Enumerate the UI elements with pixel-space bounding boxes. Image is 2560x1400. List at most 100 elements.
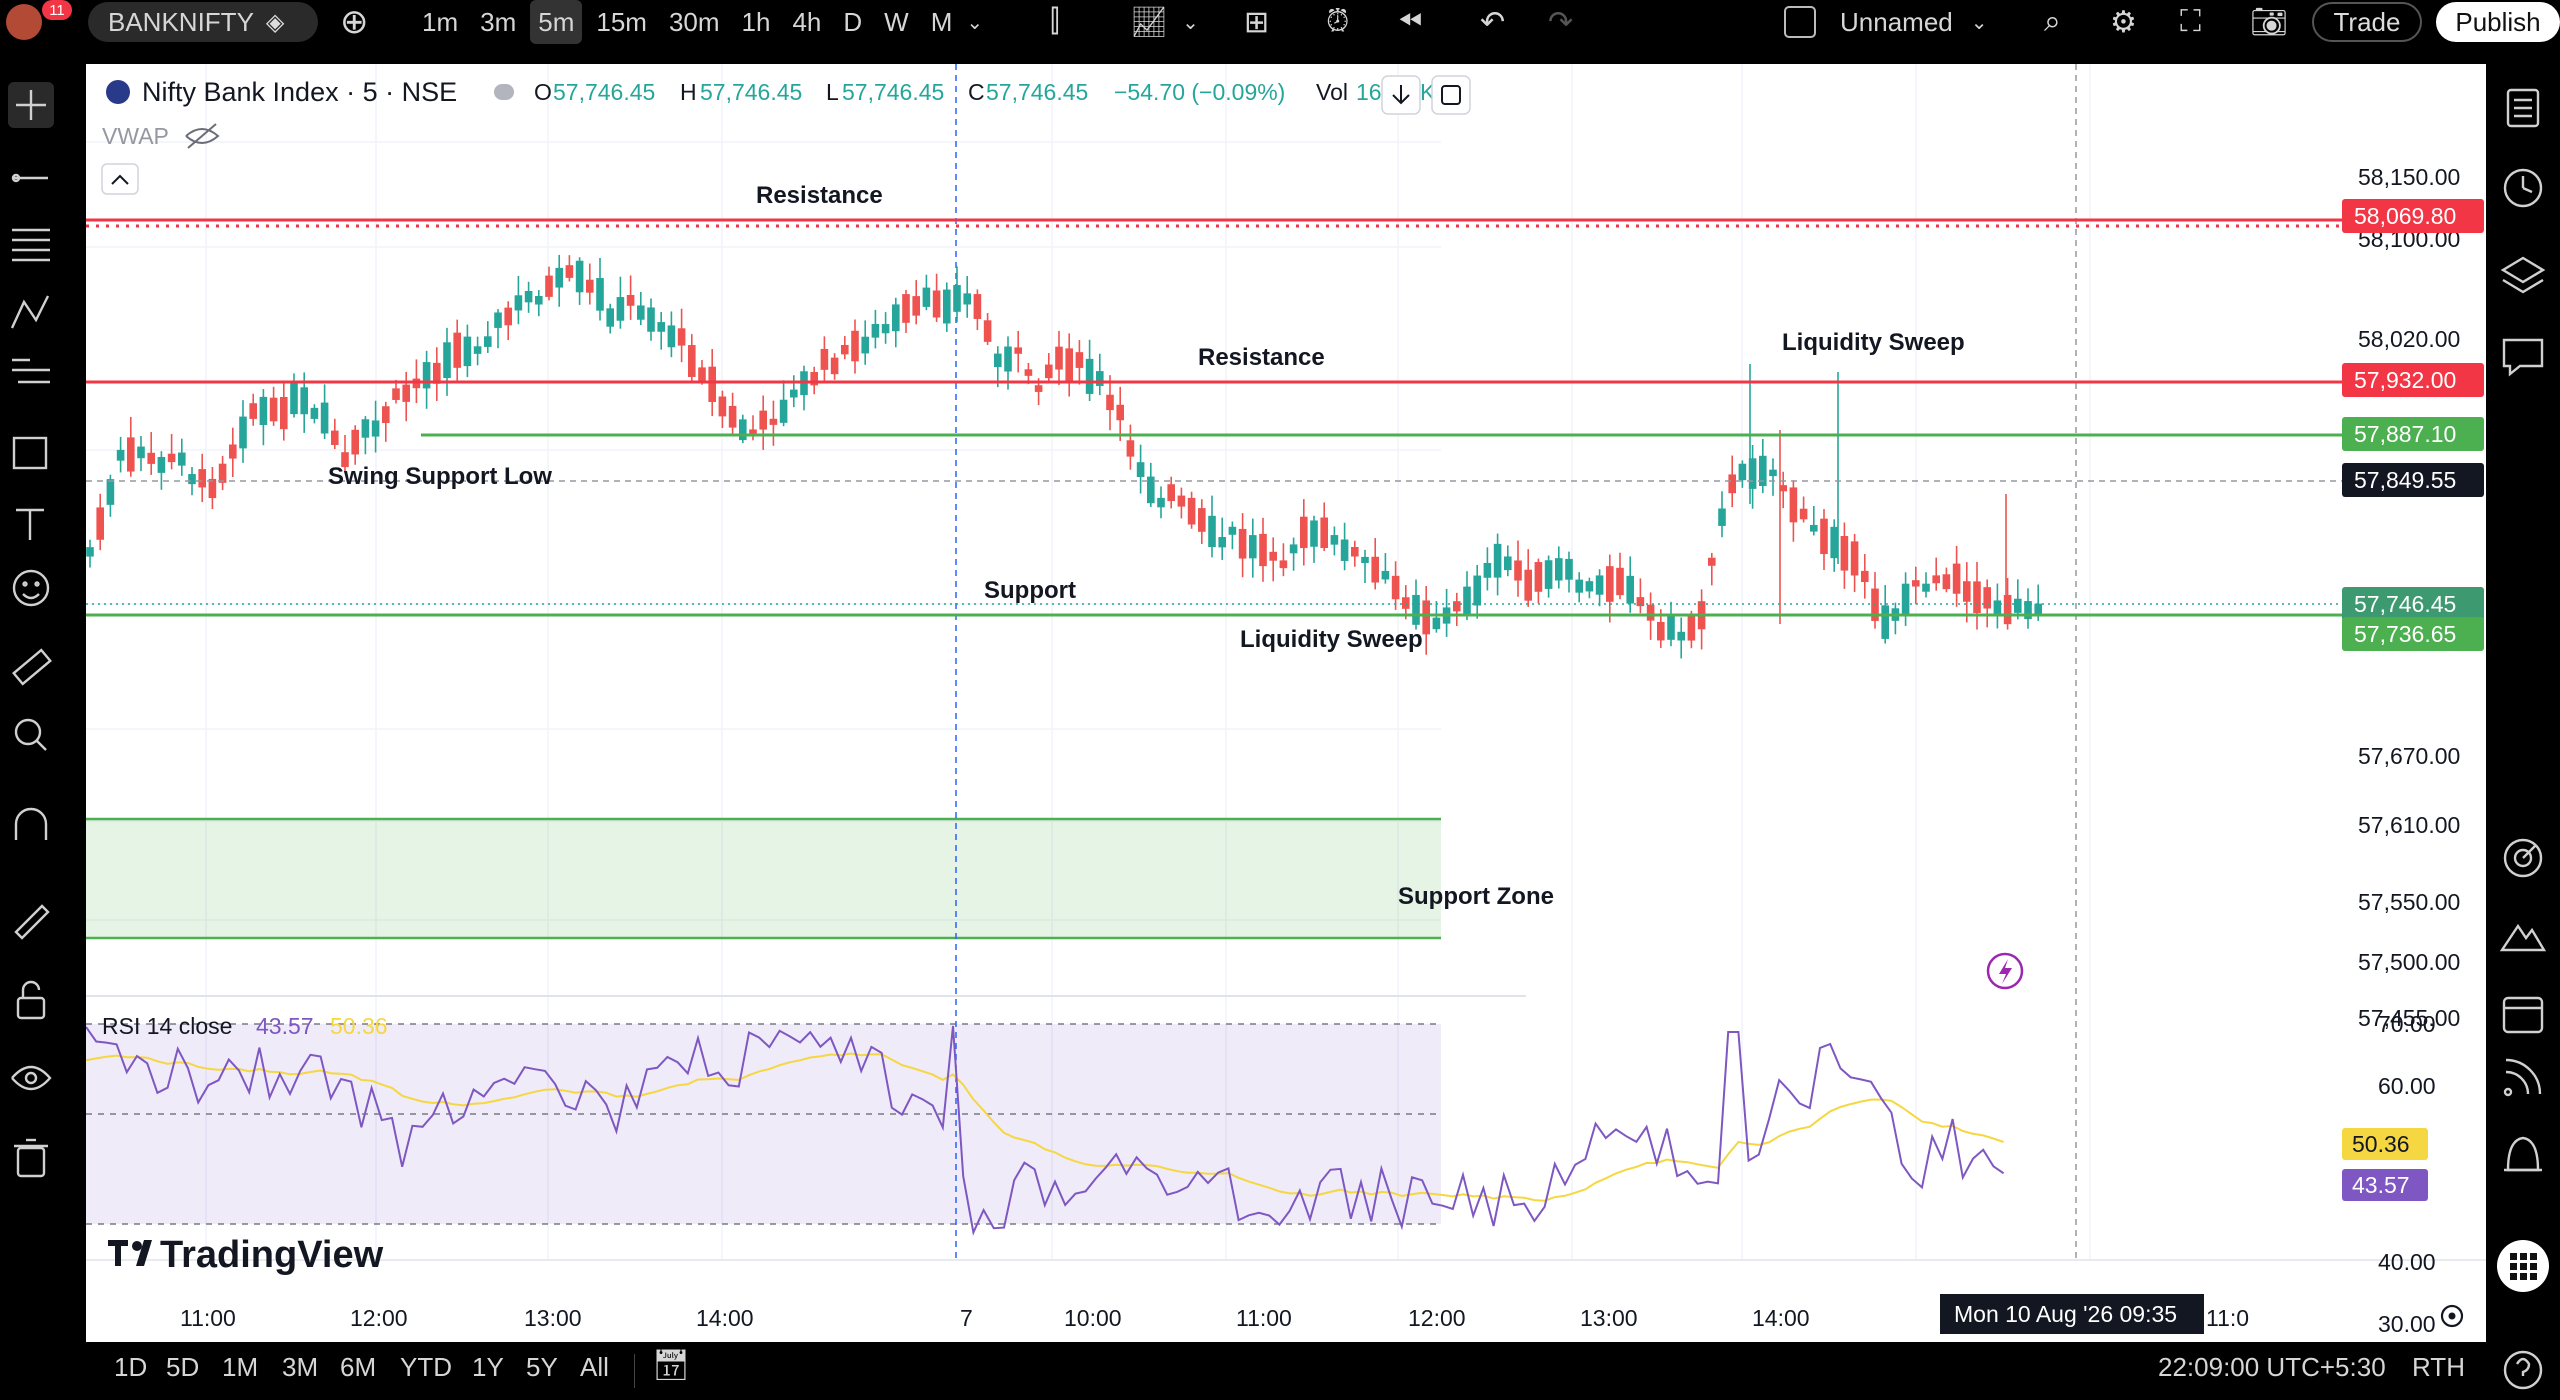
candle-body — [1738, 463, 1747, 481]
axis-settings-icon[interactable] — [2440, 1304, 2464, 1328]
legend-title[interactable]: Nifty Bank Index · 5 · NSE — [142, 77, 457, 107]
range-6m[interactable]: 6M — [340, 1352, 377, 1382]
rsi-value: 43.57 — [256, 1013, 314, 1039]
range-1y[interactable]: 1Y — [472, 1352, 504, 1382]
screenshot-button[interactable]: 📷︎ — [2250, 0, 2288, 44]
chart-type-button[interactable]: ⫿ — [1050, 0, 1060, 44]
trade-button[interactable]: Trade — [2312, 2, 2422, 42]
range-1d[interactable]: 1D — [114, 1352, 148, 1382]
ruler-icon[interactable] — [12, 648, 52, 686]
trash-icon[interactable] — [14, 1138, 48, 1178]
swing-support-label[interactable]: Swing Support Low — [328, 463, 552, 490]
scroll-down-button[interactable] — [1381, 75, 1421, 115]
range-1m[interactable]: 1M — [222, 1352, 259, 1382]
chart-area[interactable]: Resistance Resistance Swing Support Low … — [86, 64, 2486, 1342]
fib-icon[interactable] — [12, 228, 50, 262]
layouts-button[interactable]: ⊞ — [1244, 0, 1269, 44]
tf-5m[interactable]: 5m — [530, 0, 583, 44]
tf-m[interactable]: M — [930, 6, 953, 37]
support-label[interactable]: Support — [984, 577, 1076, 604]
layers-icon[interactable] — [2500, 256, 2546, 294]
eye-hidden-icon[interactable] — [185, 123, 220, 149]
chevron-down-icon[interactable]: ⌄ — [966, 11, 984, 34]
undo-button[interactable]: ↶ — [1480, 0, 1505, 44]
candle-body — [1279, 560, 1288, 569]
quick-search-button[interactable]: ⌕ — [2044, 0, 2061, 44]
calendar-icon[interactable] — [2502, 996, 2544, 1034]
tf-30m[interactable]: 30m — [668, 6, 720, 37]
settings-button[interactable]: ⚙ — [2110, 0, 2137, 44]
chat-icon[interactable] — [2502, 338, 2544, 377]
redo-button[interactable]: ↷ — [1548, 0, 1573, 44]
broadcast-icon[interactable] — [2503, 1058, 2542, 1097]
rsi-tags: 50.36 43.57 — [2342, 1128, 2428, 1201]
replay-button[interactable]: ⏪︎ — [1398, 0, 1422, 44]
range-ytd[interactable]: YTD — [400, 1352, 452, 1382]
candle-body — [769, 418, 778, 425]
candle-body — [361, 419, 370, 438]
symbol-search[interactable]: BANKNIFTY ◈ — [88, 2, 318, 42]
candle-body — [1085, 358, 1094, 394]
market-status-icon[interactable] — [494, 84, 514, 100]
geometric-shapes-icon[interactable] — [12, 436, 48, 470]
candle-body — [1973, 581, 1981, 614]
candle-body — [1361, 556, 1369, 564]
text-tool-icon[interactable] — [16, 508, 44, 540]
crosshair-icon[interactable] — [8, 82, 54, 128]
eye-icon[interactable] — [11, 1065, 52, 1091]
compare-symbol-button[interactable]: ⊕ — [340, 0, 369, 44]
rsi-axis[interactable]: 70.00 60.00 40.00 30.00 — [2378, 1011, 2436, 1337]
lock-icon[interactable] — [16, 980, 46, 1020]
watchlist-icon[interactable] — [2506, 88, 2540, 128]
tf-d[interactable]: D — [843, 6, 863, 37]
collapse-button[interactable] — [101, 163, 139, 195]
candle-body — [1340, 539, 1349, 561]
tf-1m[interactable]: 1m — [422, 6, 459, 37]
clock-label[interactable]: 22:09:00 UTC+5:30 — [2158, 1352, 2386, 1382]
range-5y[interactable]: 5Y — [526, 1352, 558, 1382]
help-icon[interactable] — [2503, 1350, 2543, 1390]
candle-body — [1840, 536, 1849, 571]
fullscreen-button[interactable]: ⛶ — [2180, 0, 2201, 44]
alert-button[interactable]: ⏰︎ — [1326, 0, 1349, 44]
range-3m[interactable]: 3M — [282, 1352, 319, 1382]
bell-icon[interactable] — [2504, 1136, 2542, 1172]
resistance-label-1[interactable]: Resistance — [756, 182, 883, 209]
tf-15m[interactable]: 15m — [596, 6, 647, 37]
ideas-icon[interactable] — [2503, 838, 2543, 878]
tf-3m[interactable]: 3m — [480, 6, 517, 37]
trend-line-icon[interactable] — [11, 173, 48, 183]
alerts-icon[interactable] — [2503, 168, 2543, 208]
user-avatar[interactable] — [6, 4, 42, 40]
rsi-label[interactable]: RSI 14 close — [102, 1013, 232, 1039]
goto-date-icon[interactable]: 📅︎ — [652, 1349, 691, 1382]
indicators-button[interactable]: 📈︎ ⌄ — [1130, 0, 1199, 44]
emoji-icon[interactable] — [12, 569, 50, 607]
time-axis[interactable]: 11:00 12:00 13:00 14:00 7 10:00 11:00 12:00 13:0… — [180, 1305, 2249, 1331]
tf-4h[interactable]: 4h — [792, 6, 822, 37]
support-zone-label[interactable]: Support Zone — [1398, 883, 1554, 910]
resistance-label-2[interactable]: Resistance — [1198, 344, 1325, 371]
stay-drawing-icon[interactable] — [14, 904, 50, 940]
restore-pane-button[interactable] — [1431, 75, 1471, 115]
prediction-icon[interactable] — [12, 358, 50, 384]
mountain-icon[interactable] — [2499, 923, 2547, 952]
range-all[interactable]: All — [580, 1352, 609, 1382]
vwap-label[interactable]: VWAP — [102, 123, 169, 149]
liquidity-sweep-label-1[interactable]: Liquidity Sweep — [1240, 626, 1423, 653]
lightning-icon[interactable] — [1986, 952, 2024, 990]
pattern-icon[interactable] — [10, 295, 50, 329]
zoom-icon[interactable] — [14, 718, 47, 751]
magnet-icon[interactable] — [14, 807, 48, 840]
diamond-icon[interactable]: ◈ — [265, 8, 285, 36]
tf-1h[interactable]: 1h — [741, 6, 771, 37]
chart-canvas[interactable]: Resistance Resistance Swing Support Low … — [86, 64, 2486, 1342]
layout-name-menu[interactable]: Unnamed ⌄ — [1784, 0, 1988, 44]
session-label[interactable]: RTH — [2412, 1352, 2465, 1382]
range-5d[interactable]: 5D — [166, 1352, 200, 1382]
chevron-down-icon[interactable]: ⌄ — [1182, 11, 1199, 34]
liquidity-sweep-label-2[interactable]: Liquidity Sweep — [1782, 329, 1965, 356]
tf-w[interactable]: W — [884, 6, 909, 37]
publish-button[interactable]: Publish — [2436, 2, 2560, 42]
apps-grid-icon[interactable] — [2497, 1240, 2549, 1292]
